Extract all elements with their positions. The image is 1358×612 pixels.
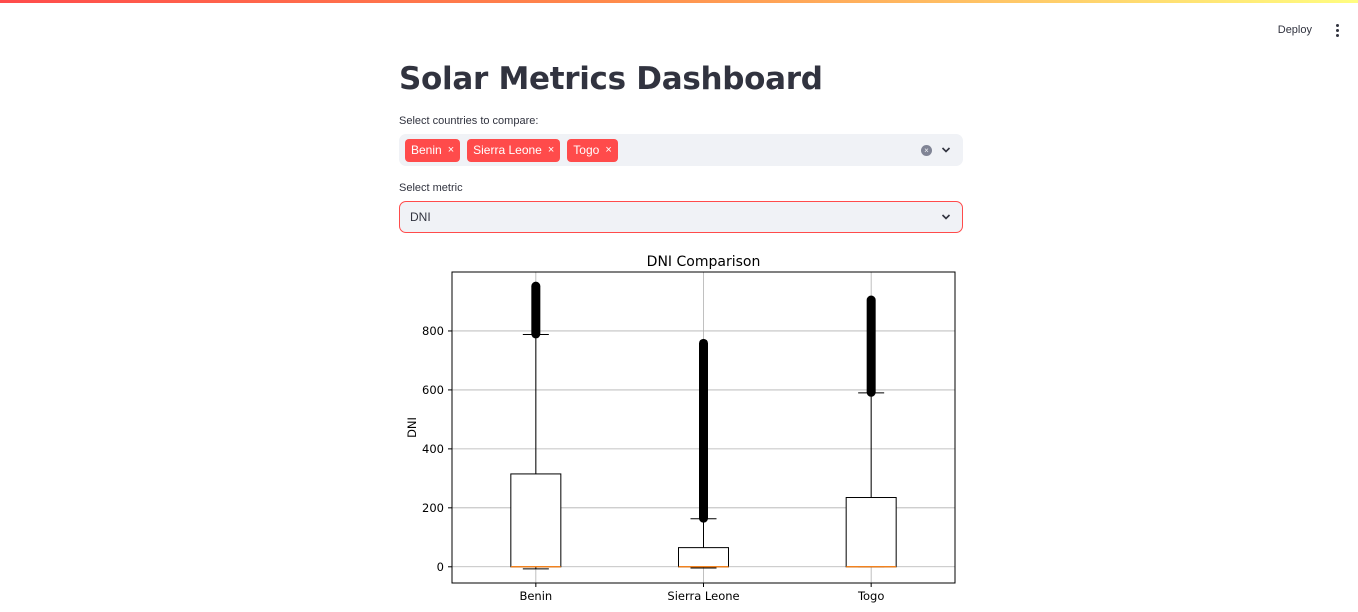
chevron-down-icon[interactable] xyxy=(941,145,951,155)
metric-select-value: DNI xyxy=(410,210,431,224)
app-toolbar: Deploy xyxy=(1274,22,1344,38)
chart-title: DNI Comparison xyxy=(647,254,761,270)
chip-remove-icon[interactable]: × xyxy=(547,143,555,156)
countries-multiselect[interactable]: Benin × Sierra Leone × Togo × × xyxy=(399,134,963,166)
chevron-down-icon[interactable] xyxy=(941,212,951,222)
country-chip-sierra-leone[interactable]: Sierra Leone × xyxy=(467,138,561,162)
metric-label: Select metric xyxy=(399,182,463,194)
dni-boxplot-chart: 0 200 400 600 800 Benin Sierra Leone Togo DNI Co… xyxy=(405,254,956,603)
chip-label: Togo xyxy=(573,142,600,157)
x-tick-label: Sierra Leone xyxy=(667,589,739,603)
y-tick-label: 400 xyxy=(422,442,444,456)
x-tick-label: Benin xyxy=(519,589,552,603)
chip-label: Sierra Leone xyxy=(473,142,542,157)
chip-remove-icon[interactable]: × xyxy=(605,143,612,156)
box-iqr xyxy=(845,497,897,568)
y-axis-label: DNI xyxy=(405,417,419,438)
countries-label: Select countries to compare: xyxy=(399,115,539,127)
country-chip-benin[interactable]: Benin × xyxy=(405,138,461,162)
clear-all-icon[interactable]: × xyxy=(921,144,932,156)
chart-container: 0 200 400 600 800 Benin Sierra Leone Togo DNI Co… xyxy=(399,248,963,607)
box-iqr xyxy=(678,547,729,568)
vertical-dots-icon[interactable] xyxy=(1330,22,1344,38)
main-content: Solar Metrics Dashboard Select countries… xyxy=(399,56,963,233)
deploy-button[interactable]: Deploy xyxy=(1277,24,1312,36)
top-decoration-bar xyxy=(0,0,1358,3)
y-tick-label: 600 xyxy=(422,383,444,397)
y-tick-label: 200 xyxy=(422,501,444,515)
box-iqr xyxy=(510,473,562,568)
y-tick-label: 0 xyxy=(437,560,444,574)
y-tick-label: 800 xyxy=(422,324,444,338)
x-tick-label: Togo xyxy=(857,589,884,603)
chip-remove-icon[interactable]: × xyxy=(447,143,455,156)
country-chip-togo[interactable]: Togo × xyxy=(567,138,618,162)
metric-select[interactable]: DNI xyxy=(399,201,963,233)
chip-label: Benin xyxy=(411,142,442,157)
page-title: Solar Metrics Dashboard xyxy=(399,61,823,97)
